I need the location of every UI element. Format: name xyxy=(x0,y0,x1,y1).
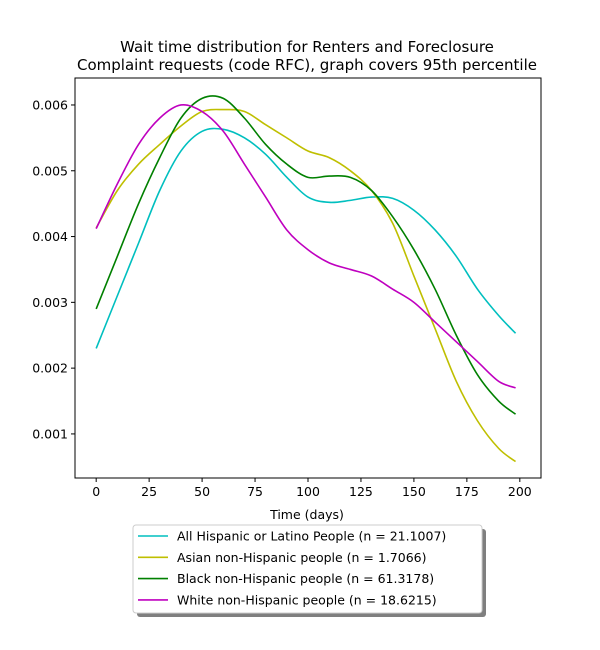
series-line-1 xyxy=(95,127,517,349)
series-line-4 xyxy=(95,103,516,389)
x-tick-label: 75 xyxy=(247,484,263,499)
legend: All Hispanic or Latino People (n = 21.10… xyxy=(132,524,486,617)
chart-title-line-1: Wait time distribution for Renters and F… xyxy=(120,38,494,56)
legend-label-3: Black non-Hispanic people (n = 61.3178) xyxy=(177,571,434,586)
legend-label-2: Asian non-Hispanic people (n = 1.7066) xyxy=(177,550,427,565)
y-axis: 0.001 0.002 0.003 0.004 0.005 0.006 xyxy=(32,97,75,441)
x-tick-label: 0 xyxy=(92,484,100,499)
y-tick-label: 0.006 xyxy=(32,97,68,112)
series-line-3 xyxy=(95,95,517,415)
x-tick-label: 150 xyxy=(402,484,426,499)
legend-label-4: White non-Hispanic people (n = 18.6215) xyxy=(177,592,437,607)
x-tick-label: 200 xyxy=(508,484,532,499)
legend-entries: All Hispanic or Latino People (n = 21.10… xyxy=(138,529,446,607)
series-layer xyxy=(95,95,517,463)
x-tick-label: 25 xyxy=(141,484,157,499)
x-axis: 0 25 50 75 100 125 150 175 200 xyxy=(92,478,532,499)
y-tick-label: 0.004 xyxy=(32,229,68,244)
y-tick-label: 0.005 xyxy=(32,163,68,178)
series-line-2 xyxy=(95,108,517,463)
y-tick-label: 0.003 xyxy=(32,295,68,310)
legend-label-1: All Hispanic or Latino People (n = 21.10… xyxy=(177,529,446,544)
x-tick-label: 100 xyxy=(296,484,320,499)
plot-area xyxy=(75,78,541,478)
x-tick-label: 50 xyxy=(194,484,210,499)
y-tick-label: 0.001 xyxy=(32,426,68,441)
legend-box xyxy=(132,524,483,614)
x-tick-label: 175 xyxy=(455,484,479,499)
x-tick-label: 125 xyxy=(349,484,373,499)
x-axis-label: Time (days) xyxy=(269,507,344,522)
y-tick-label: 0.002 xyxy=(32,361,68,376)
chart-title-line-2: Complaint requests (code RFC), graph cov… xyxy=(77,56,537,74)
